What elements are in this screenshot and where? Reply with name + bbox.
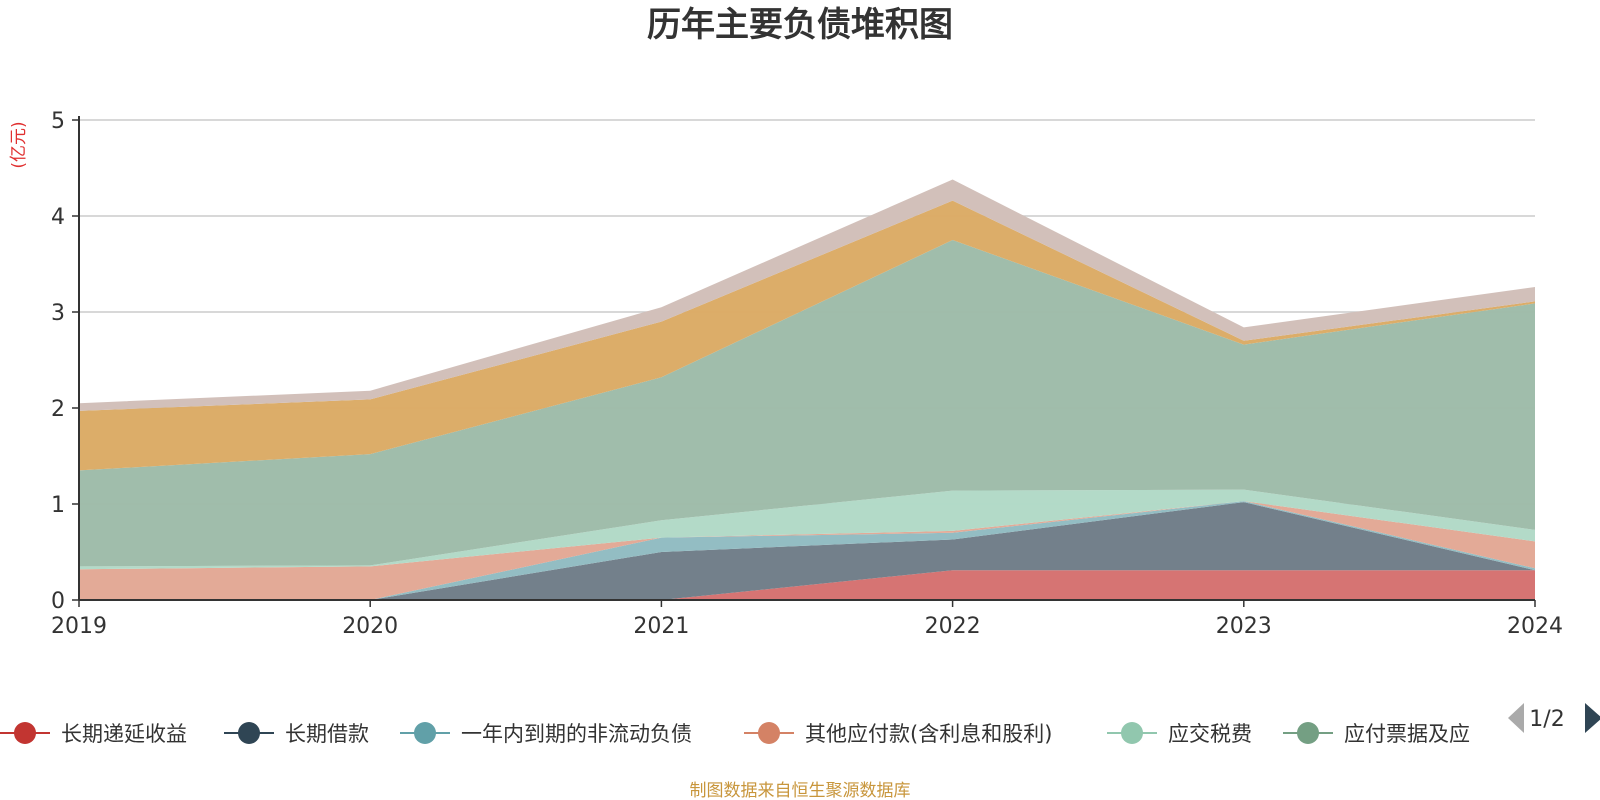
axes: 0 1 2 3 4 5 2019 2020 2021 2022 2023 2024 xyxy=(51,109,1563,639)
y-tick-label: 5 xyxy=(51,109,65,134)
legend-marker-icon xyxy=(14,722,36,744)
area-band xyxy=(79,200,1535,471)
legend-label: 长期借款 xyxy=(285,722,369,746)
area-band xyxy=(79,501,1535,600)
legend-label: 一年内到期的非流动负债 xyxy=(461,722,692,746)
legend-marker-icon xyxy=(758,722,780,744)
y-tick-label: 0 xyxy=(51,589,65,614)
legend-label: 应交税费 xyxy=(1168,722,1252,746)
y-tick-label: 3 xyxy=(51,301,65,326)
area-band xyxy=(79,489,1535,570)
x-tick-label: 2024 xyxy=(1507,614,1563,639)
y-unit-label: (亿元) xyxy=(9,121,29,168)
x-tick-label: 2021 xyxy=(633,614,689,639)
data-source-note: 制图数据来自恒生聚源数据库 xyxy=(690,781,911,800)
y-tick-label: 1 xyxy=(51,493,65,518)
pager-prev-icon[interactable] xyxy=(1508,703,1524,733)
x-tick-label: 2023 xyxy=(1216,614,1272,639)
pager-next-icon[interactable] xyxy=(1585,703,1600,733)
legend-item[interactable]: 长期借款 xyxy=(224,722,369,746)
legend-item[interactable]: 应付票据及应 xyxy=(1283,722,1470,746)
legend-pager: 1/2 xyxy=(1508,703,1600,733)
area-band xyxy=(79,570,1535,600)
area-series xyxy=(79,179,1535,600)
legend-marker-icon xyxy=(414,722,436,744)
legend: 长期递延收益 长期借款 一年内到期的非流动负债 其他应付款(含利息和股利) 应交税费 应付… xyxy=(0,722,1470,746)
chart-title: 历年主要负债堆积图 xyxy=(647,5,953,45)
legend-item[interactable]: 其他应付款(含利息和股利) xyxy=(744,722,1052,746)
legend-label: 其他应付款(含利息和股利) xyxy=(805,722,1052,746)
area-band xyxy=(79,502,1535,600)
pager-label: 1/2 xyxy=(1529,707,1564,732)
legend-item[interactable]: 应交税费 xyxy=(1107,722,1252,746)
area-band xyxy=(79,240,1535,567)
legend-label: 长期递延收益 xyxy=(61,722,187,746)
x-tick-label: 2019 xyxy=(51,614,107,639)
x-tick-label: 2022 xyxy=(925,614,981,639)
legend-label: 应付票据及应 xyxy=(1344,722,1470,746)
legend-marker-icon xyxy=(1121,722,1143,744)
legend-item[interactable]: 长期递延收益 xyxy=(0,722,187,746)
legend-marker-icon xyxy=(238,722,260,744)
legend-marker-icon xyxy=(1297,722,1319,744)
y-tick-label: 4 xyxy=(51,205,65,230)
legend-item[interactable]: 一年内到期的非流动负债 xyxy=(400,722,692,746)
x-tick-label: 2020 xyxy=(342,614,398,639)
y-tick-label: 2 xyxy=(51,397,65,422)
